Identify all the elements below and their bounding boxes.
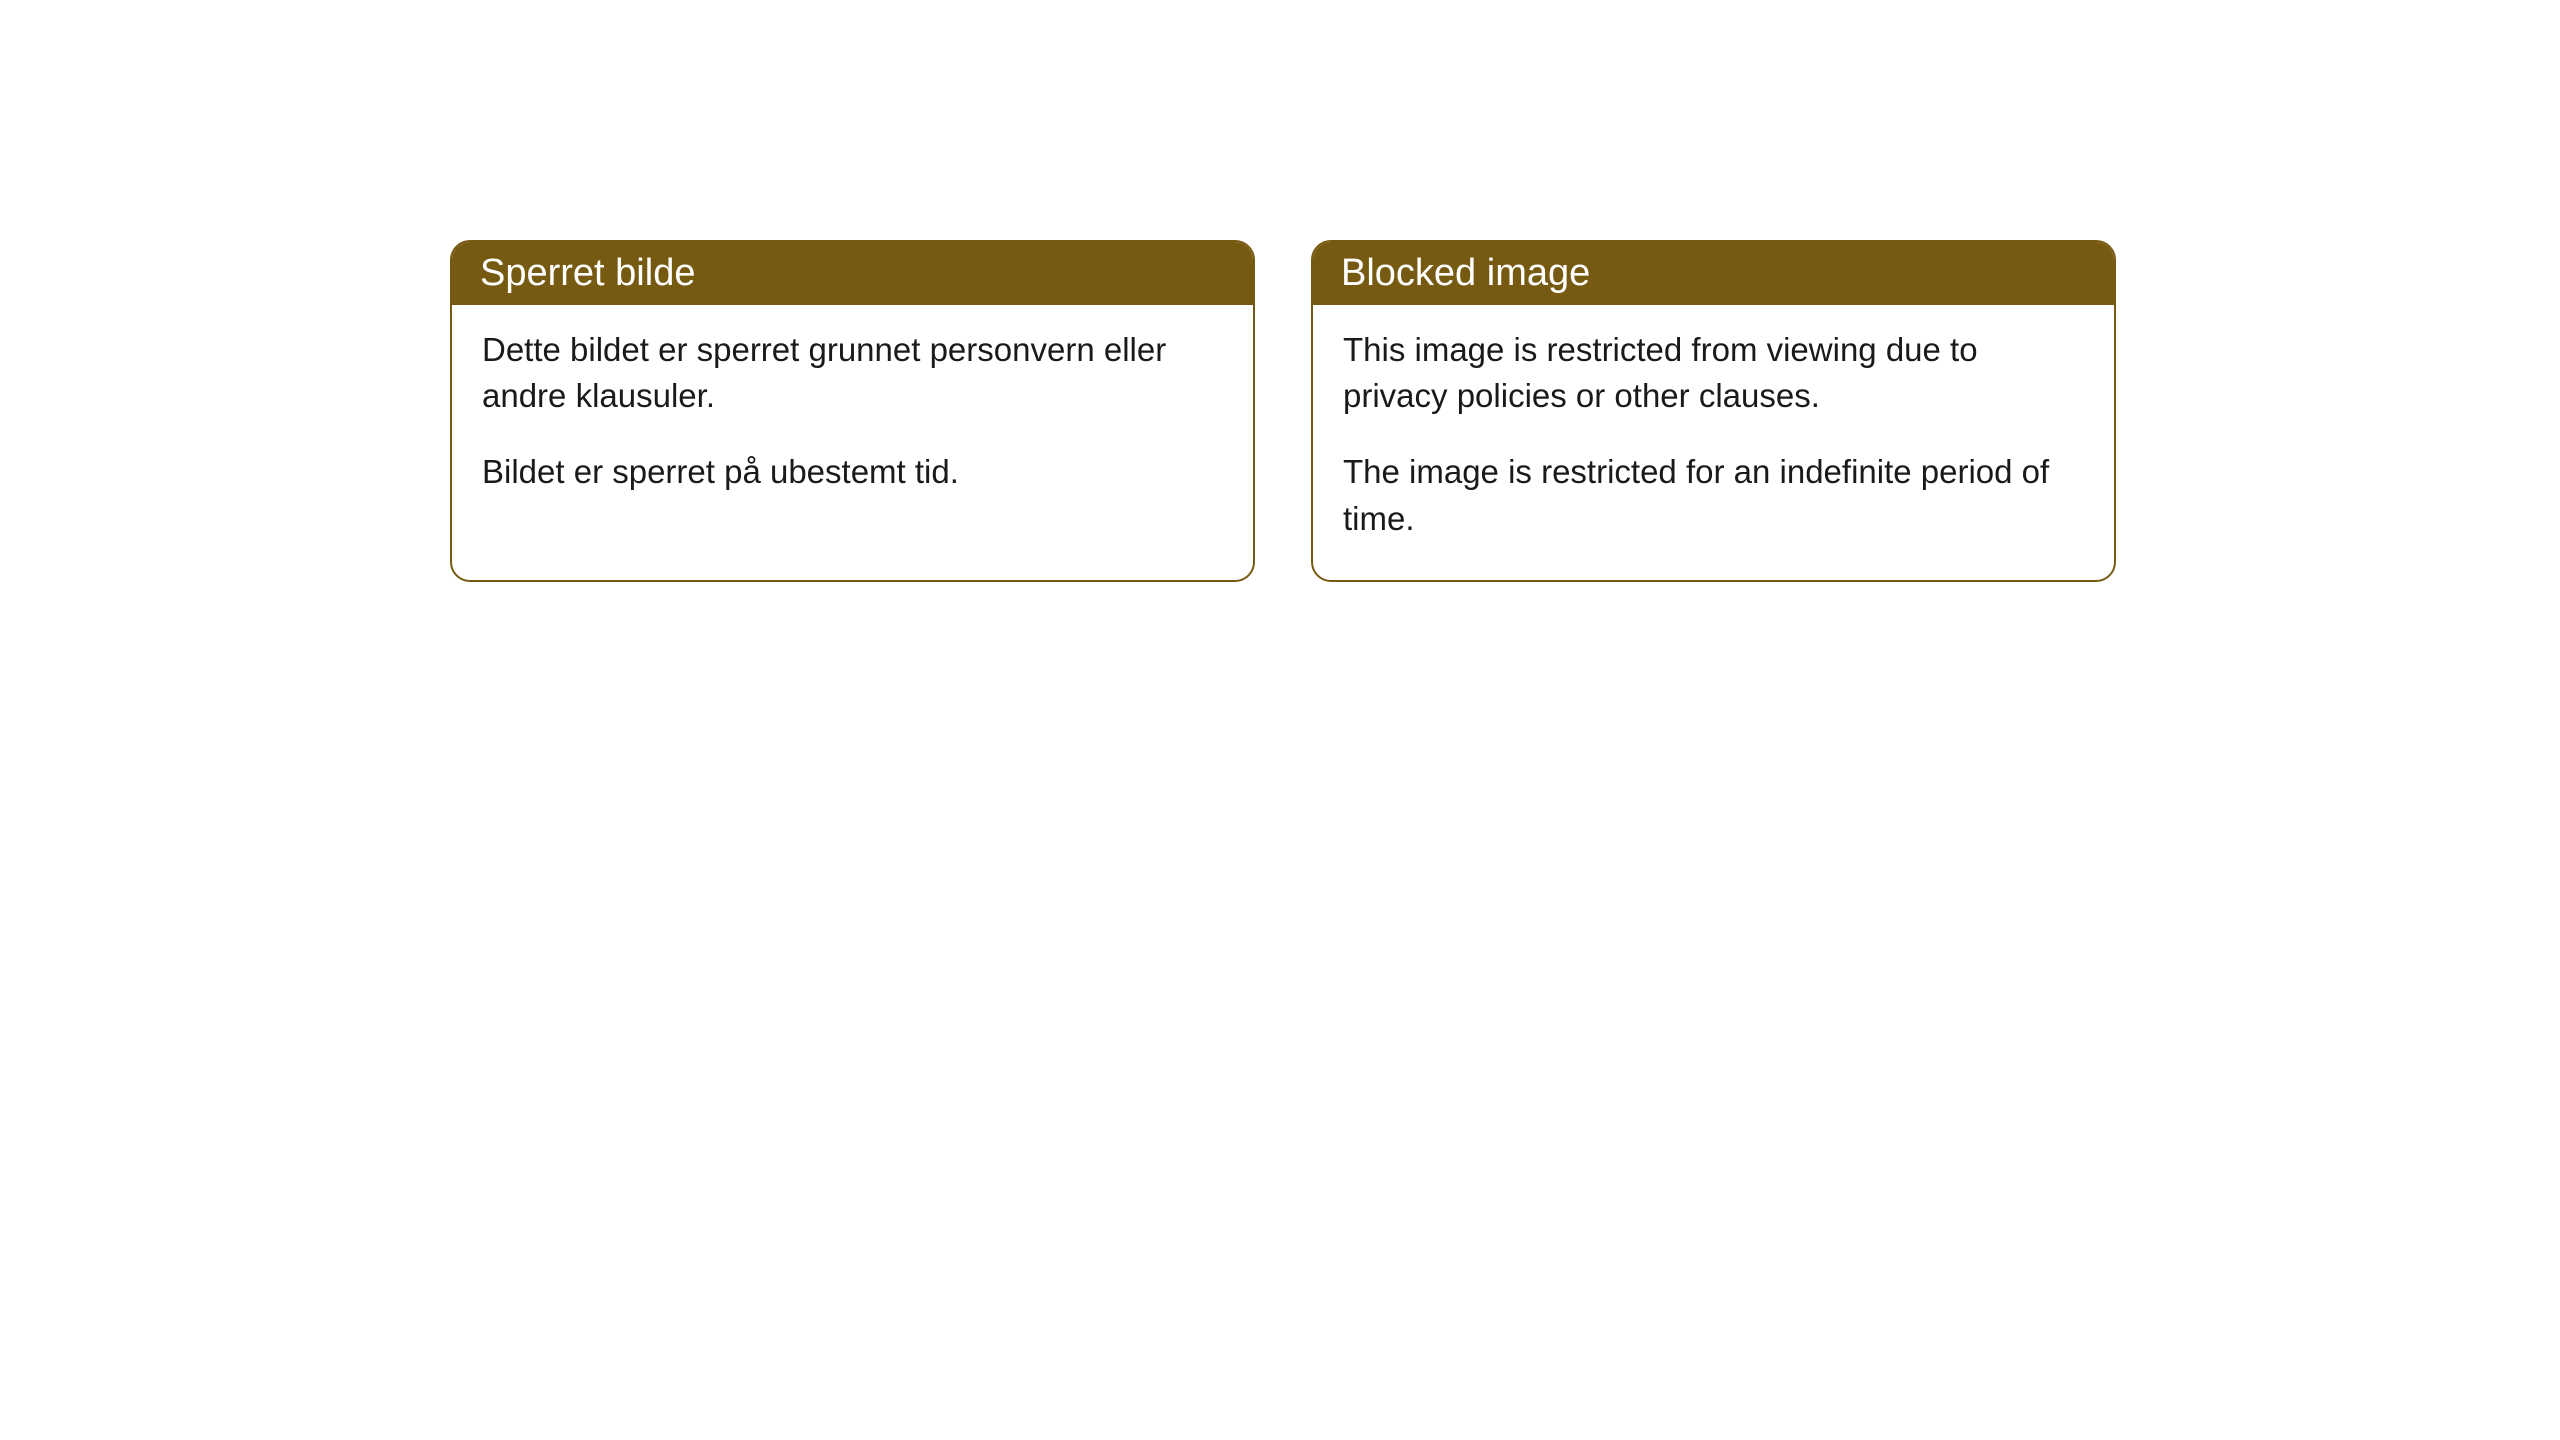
card-paragraph-1: Dette bildet er sperret grunnet personve… bbox=[482, 327, 1223, 419]
card-title: Blocked image bbox=[1341, 252, 1590, 294]
card-header: Blocked image bbox=[1313, 242, 2114, 305]
blocked-image-card-english: Blocked image This image is restricted f… bbox=[1311, 240, 2116, 582]
card-paragraph-2: Bildet er sperret på ubestemt tid. bbox=[482, 449, 1223, 495]
card-body: This image is restricted from viewing du… bbox=[1313, 305, 2114, 580]
card-body: Dette bildet er sperret grunnet personve… bbox=[452, 305, 1253, 534]
card-header: Sperret bilde bbox=[452, 242, 1253, 305]
card-paragraph-1: This image is restricted from viewing du… bbox=[1343, 327, 2084, 419]
blocked-image-card-norwegian: Sperret bilde Dette bildet er sperret gr… bbox=[450, 240, 1255, 582]
card-paragraph-2: The image is restricted for an indefinit… bbox=[1343, 449, 2084, 541]
notice-cards-container: Sperret bilde Dette bildet er sperret gr… bbox=[450, 240, 2560, 582]
card-title: Sperret bilde bbox=[480, 252, 695, 294]
